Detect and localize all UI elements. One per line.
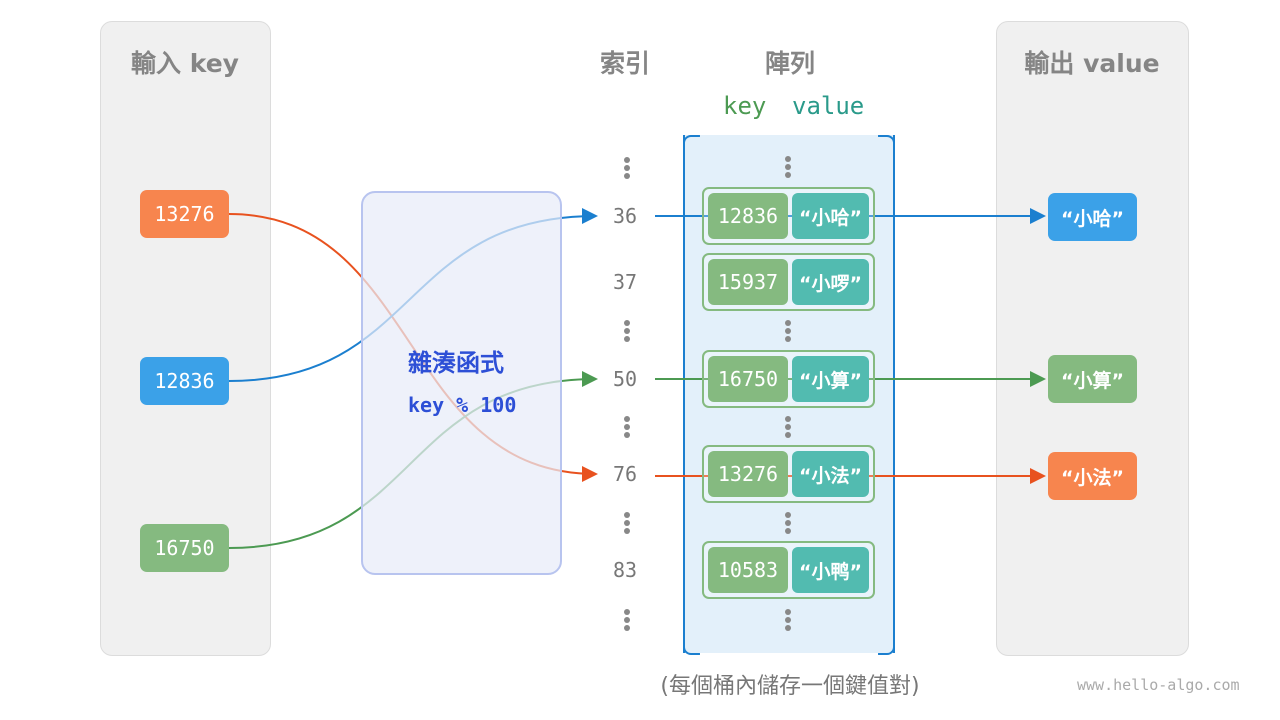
ellipsis-icon — [624, 155, 630, 181]
bucket-key: 10583 — [708, 547, 788, 593]
bucket-key: 13276 — [708, 451, 788, 497]
bucket-50: 16750 “小算” — [702, 350, 875, 408]
output-value-xiaosuan: “小算” — [1048, 355, 1137, 403]
bucket-value: “小啰” — [792, 259, 869, 305]
index-title: 索引 — [599, 49, 651, 78]
bucket-key: 16750 — [708, 356, 788, 402]
ellipsis-icon — [624, 607, 630, 633]
index-83: 83 — [612, 558, 638, 582]
bucket-83: 10583 “小鸭” — [702, 541, 875, 599]
index-50: 50 — [600, 367, 650, 391]
index-37: 37 — [612, 270, 638, 294]
output-title: 輸出 value — [1024, 49, 1160, 78]
ellipsis-icon — [785, 318, 791, 344]
index-36: 36 — [600, 204, 650, 228]
ellipsis-icon — [624, 318, 630, 344]
caption: (每個桶內儲存一個鍵值對) — [660, 674, 920, 699]
watermark: www.hello-algo.com — [1077, 676, 1240, 694]
input-key-12836: 12836 — [140, 357, 229, 405]
bucket-value: “小法” — [792, 451, 869, 497]
ellipsis-icon — [785, 510, 791, 536]
hash-title: 雜湊函式 — [408, 349, 504, 377]
index-76: 76 — [600, 462, 650, 486]
bucket-key: 15937 — [708, 259, 788, 305]
input-title: 輸入 key — [131, 49, 239, 78]
output-value-xiaofa: “小法” — [1048, 452, 1137, 500]
value-label: value — [792, 92, 865, 120]
ellipsis-icon — [785, 154, 791, 180]
hash-function-box — [361, 191, 562, 575]
ellipsis-icon — [785, 607, 791, 633]
array-title: 陣列 — [764, 49, 816, 78]
bucket-key: 12836 — [708, 193, 788, 239]
ellipsis-icon — [624, 510, 630, 536]
input-key-13276: 13276 — [140, 190, 229, 238]
bucket-value: “小哈” — [792, 193, 869, 239]
key-label: key — [723, 92, 767, 120]
bucket-37: 15937 “小啰” — [702, 253, 875, 311]
hash-formula: key % 100 — [408, 393, 517, 417]
output-value-xiaoha: “小哈” — [1048, 193, 1137, 241]
bucket-value: “小算” — [792, 356, 869, 402]
input-key-16750: 16750 — [140, 524, 229, 572]
bucket-76: 13276 “小法” — [702, 445, 875, 503]
ellipsis-icon — [785, 414, 791, 440]
output-panel — [996, 21, 1189, 656]
ellipsis-icon — [624, 414, 630, 440]
bucket-36: 12836 “小哈” — [702, 187, 875, 245]
bucket-value: “小鸭” — [792, 547, 869, 593]
